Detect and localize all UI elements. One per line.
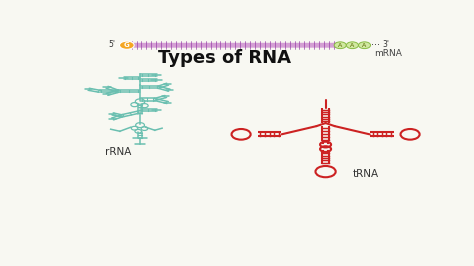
Text: Types of RNA: Types of RNA — [158, 48, 291, 66]
Text: ···: ··· — [372, 40, 381, 50]
Text: 5': 5' — [108, 40, 115, 49]
Text: A: A — [363, 43, 367, 48]
FancyBboxPatch shape — [126, 43, 339, 48]
Text: 3': 3' — [382, 40, 389, 49]
Text: A: A — [338, 43, 342, 48]
Text: G: G — [124, 42, 130, 48]
Circle shape — [358, 42, 371, 49]
Text: mRNA: mRNA — [374, 49, 402, 58]
Circle shape — [334, 42, 346, 49]
Circle shape — [119, 41, 134, 49]
Circle shape — [346, 42, 358, 49]
Text: A: A — [350, 43, 355, 48]
Text: tRNA: tRNA — [353, 169, 379, 179]
Text: rRNA: rRNA — [105, 147, 131, 157]
